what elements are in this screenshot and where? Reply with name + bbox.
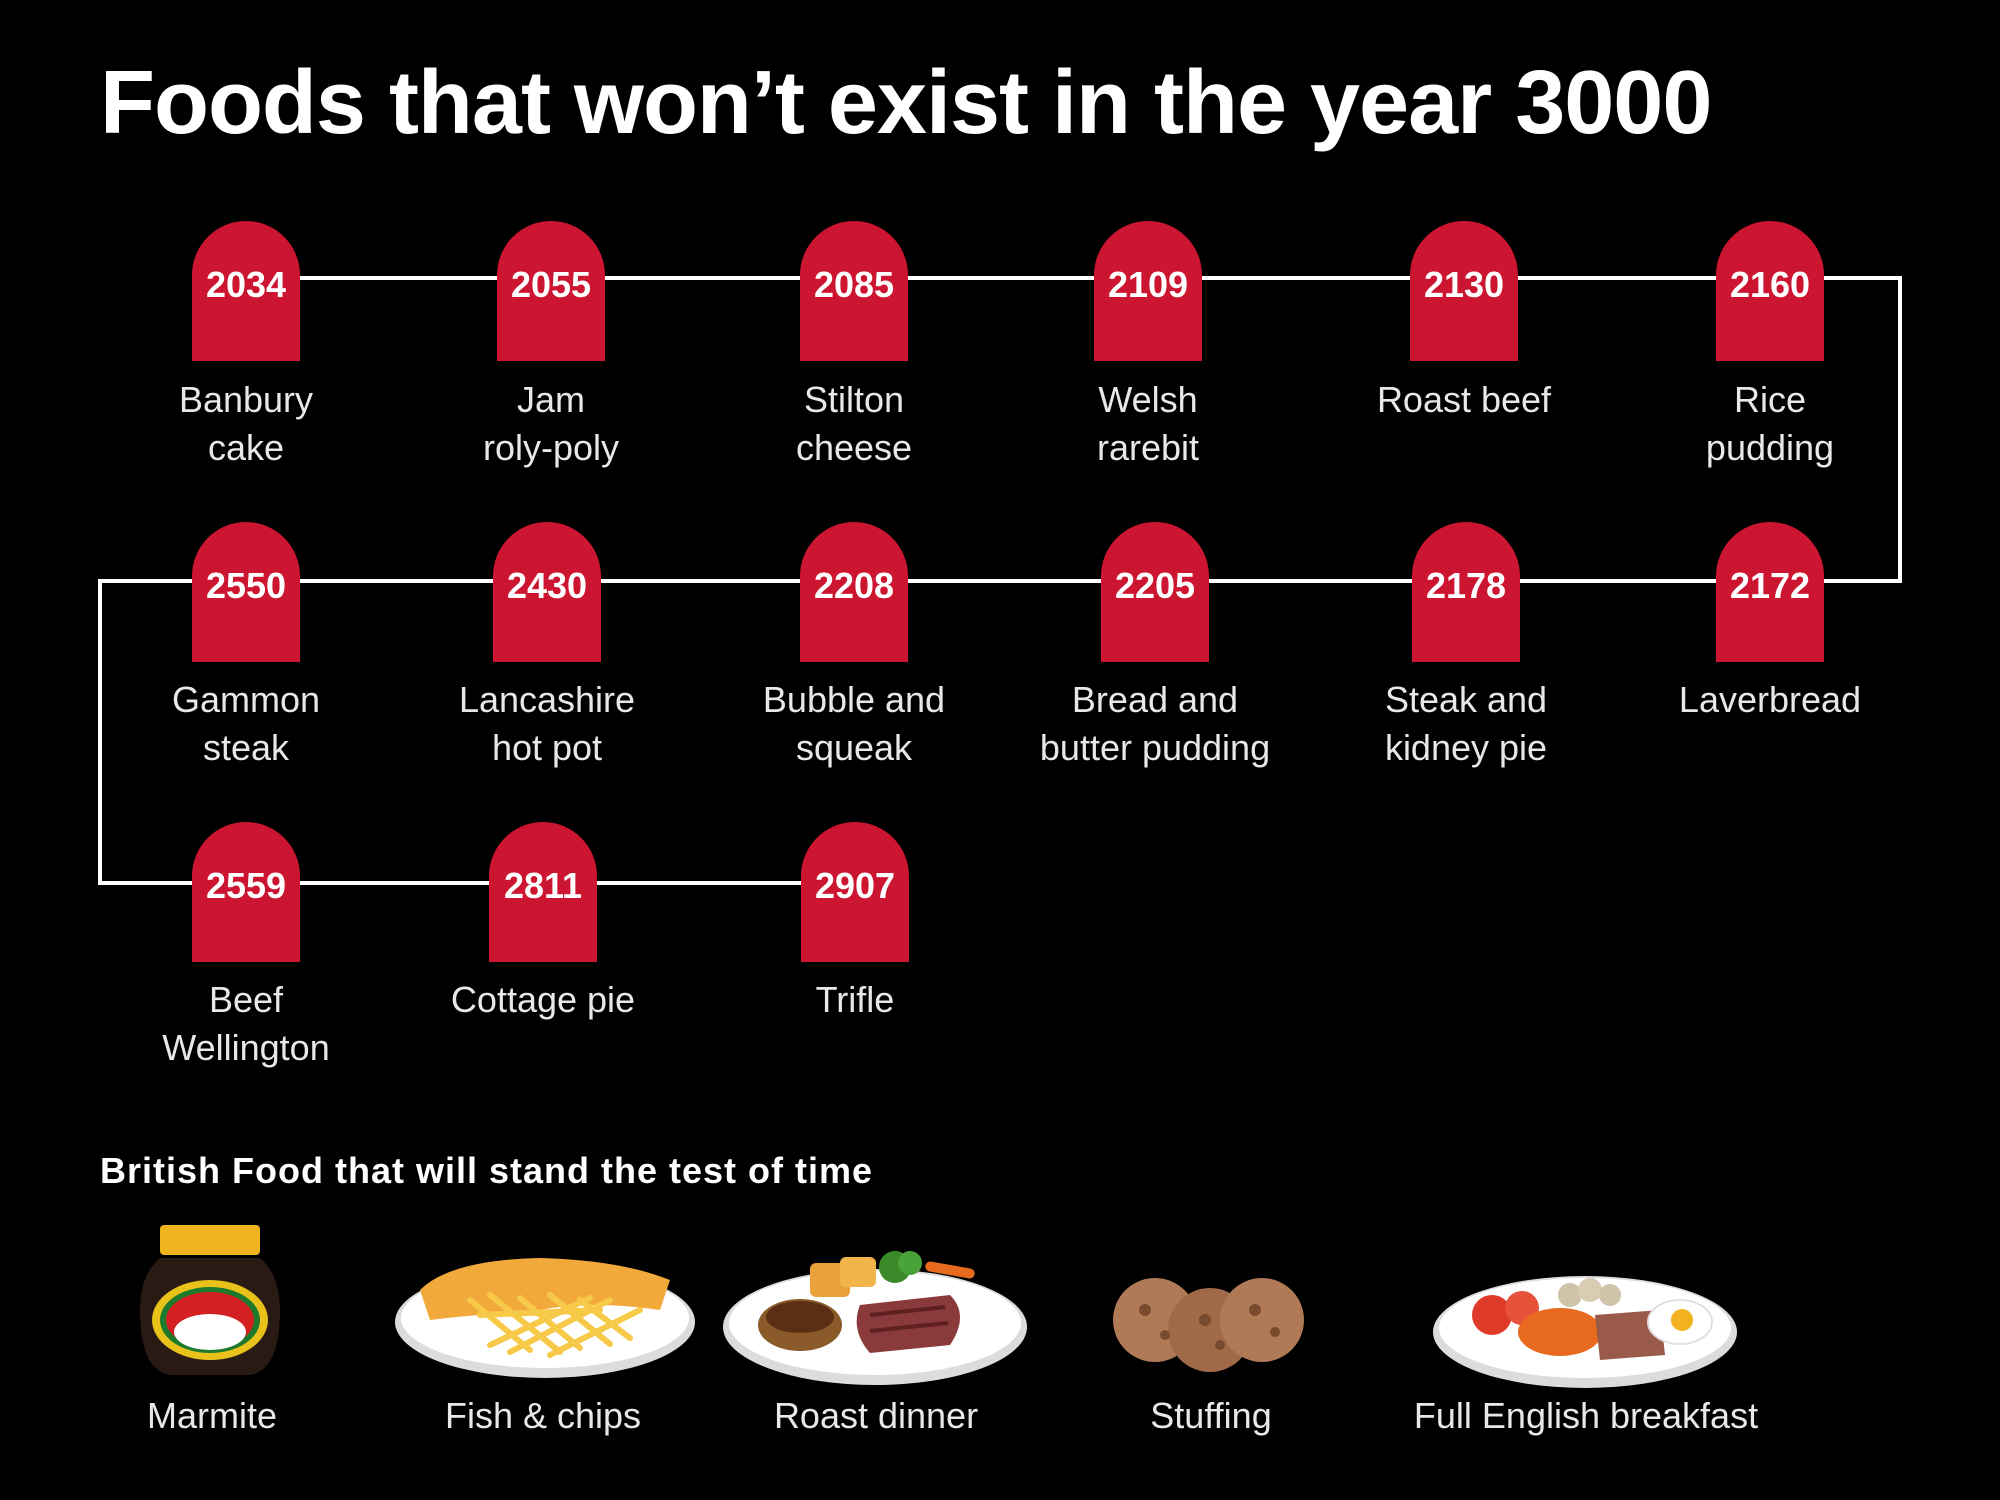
headstone: 2172 xyxy=(1716,522,1824,662)
stuffing-balls-icon xyxy=(1113,1278,1304,1372)
year-label: 2130 xyxy=(1423,264,1505,305)
food-label: Rice pudding xyxy=(1705,379,1835,468)
year-label: 2205 xyxy=(1114,565,1196,606)
year-label: 2034 xyxy=(205,264,287,305)
headstone: 2550 xyxy=(192,522,300,662)
food-name: Stuffing xyxy=(1150,1395,1272,1436)
section-subtitle: British Food that will stand the test of… xyxy=(100,1150,874,1191)
headstone: 2559 xyxy=(192,822,300,962)
food-name: Fish & chips xyxy=(444,1395,642,1436)
food-label: Jam roly-poly xyxy=(482,379,620,468)
year-label: 2559 xyxy=(205,865,287,906)
food-label: Laverbread xyxy=(1678,679,1862,720)
food-name: Full English breakfast xyxy=(1413,1395,1759,1436)
headstone: 2208 xyxy=(800,522,908,662)
marmite-jar-icon xyxy=(140,1225,280,1375)
food-label: Banbury cake xyxy=(178,379,314,468)
food-name: Roast dinner xyxy=(773,1395,979,1436)
food-label: Beef Wellington xyxy=(162,979,330,1068)
year-label: 2160 xyxy=(1729,264,1811,305)
food-label: Bubble and squeak xyxy=(762,679,946,768)
headstone: 2109 xyxy=(1094,221,1202,361)
headstone: 2055 xyxy=(497,221,605,361)
headstone: 2811 xyxy=(489,822,597,962)
year-label: 2208 xyxy=(813,565,895,606)
headstone: 2430 xyxy=(493,522,601,662)
year-label: 2178 xyxy=(1425,565,1507,606)
year-label: 2907 xyxy=(814,865,896,906)
headstone: 2085 xyxy=(800,221,908,361)
page-title: Foods that won’t exist in the year 3000 xyxy=(100,53,1712,153)
year-label: 2085 xyxy=(813,264,895,305)
food-label: Trifle xyxy=(815,979,895,1020)
food-name: Marmite xyxy=(146,1395,277,1436)
headstone: 2205 xyxy=(1101,522,1209,662)
year-label: 2811 xyxy=(503,865,583,906)
headstone: 2907 xyxy=(801,822,909,962)
food-label: Bread and butter pudding xyxy=(1039,679,1271,768)
headstone: 2130 xyxy=(1410,221,1518,361)
year-label: 2550 xyxy=(205,565,287,606)
fish-and-chips-icon xyxy=(395,1258,695,1378)
year-label: 2055 xyxy=(510,264,592,305)
headstone: 2160 xyxy=(1716,221,1824,361)
year-label: 2430 xyxy=(506,565,588,606)
roast-dinner-icon xyxy=(723,1251,1027,1385)
food-label: Lancashire hot pot xyxy=(458,679,636,768)
headstone: 2034 xyxy=(192,221,300,361)
full-english-breakfast-icon xyxy=(1433,1276,1737,1388)
food-label: Roast beef xyxy=(1376,379,1552,420)
food-label: Steak and kidney pie xyxy=(1384,679,1548,768)
year-label: 2172 xyxy=(1729,565,1811,606)
food-label: Stilton cheese xyxy=(795,379,913,468)
headstone: 2178 xyxy=(1412,522,1520,662)
year-label: 2109 xyxy=(1107,264,1189,305)
food-label: Gammon steak xyxy=(171,679,321,768)
food-label: Welsh rarebit xyxy=(1096,379,1200,468)
food-label: Cottage pie xyxy=(450,979,636,1020)
